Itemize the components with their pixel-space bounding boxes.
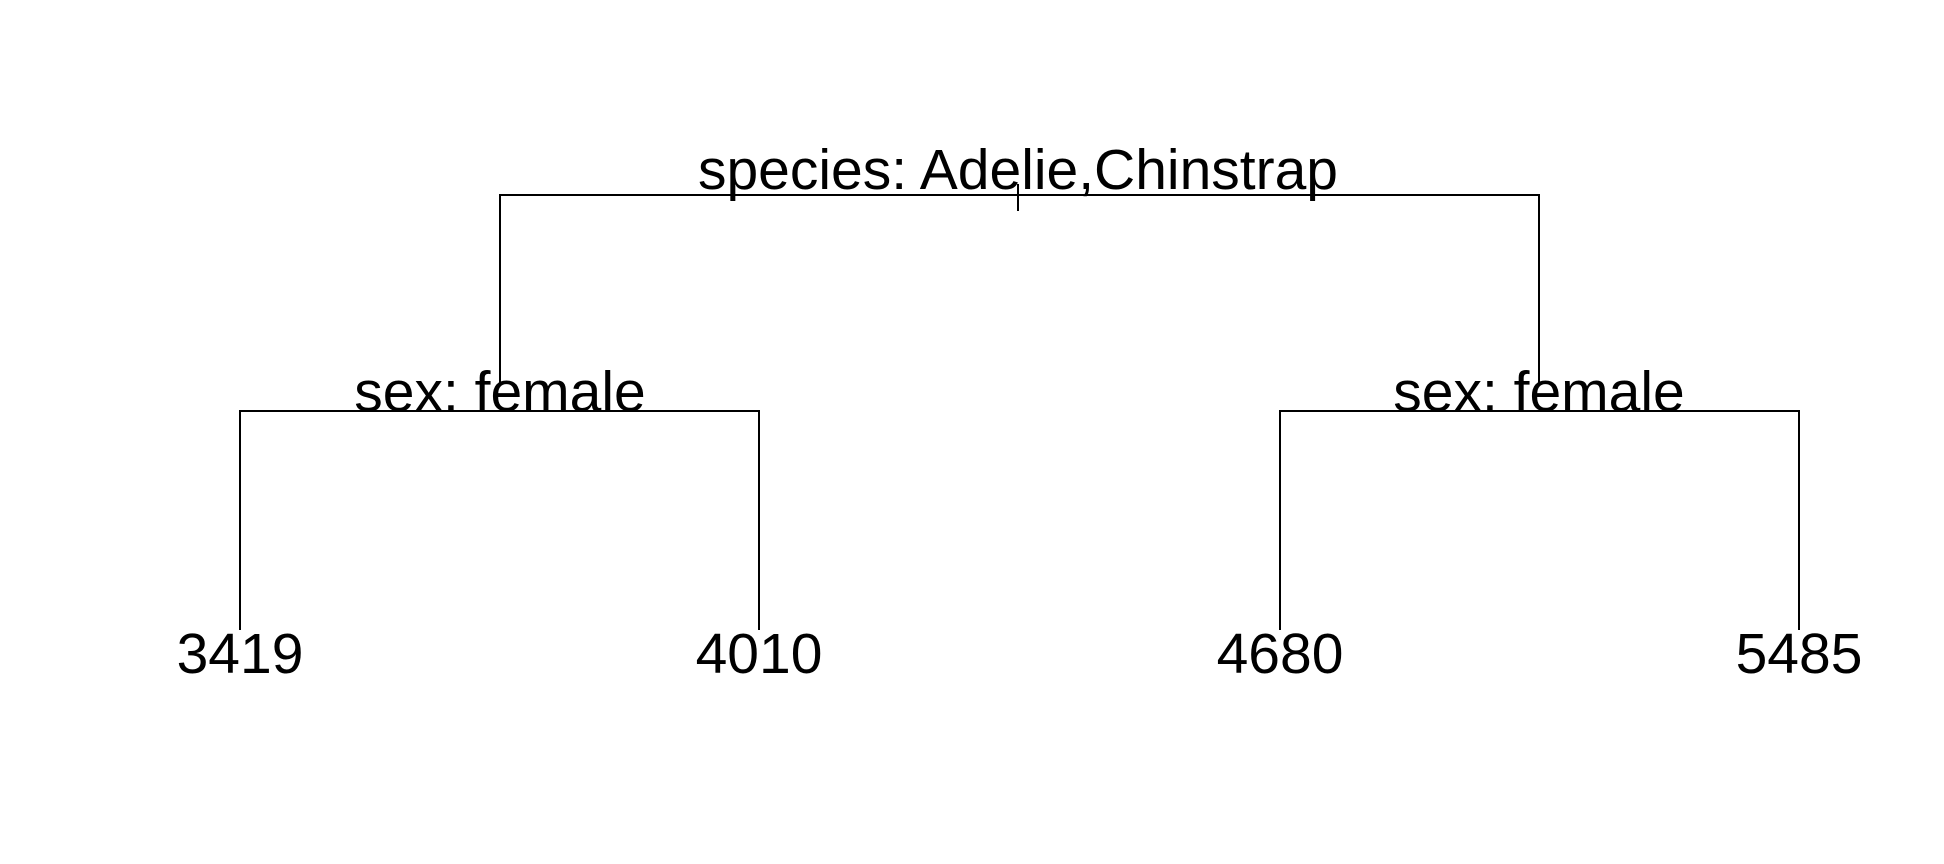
root-split-connector	[499, 194, 1540, 383]
right-split-connector	[1279, 410, 1800, 630]
leaf-label: 4010	[696, 622, 823, 686]
leaf-label: 5485	[1736, 622, 1863, 686]
left-split-connector	[239, 410, 760, 630]
leaf-label: 4680	[1217, 622, 1344, 686]
tree-edges	[239, 184, 1800, 630]
root-split-label: species: Adelie,Chinstrap	[698, 138, 1338, 202]
left-split-label: sex: female	[354, 360, 645, 424]
right-split-label: sex: female	[1393, 360, 1684, 424]
leaf-label: 3419	[177, 622, 304, 686]
